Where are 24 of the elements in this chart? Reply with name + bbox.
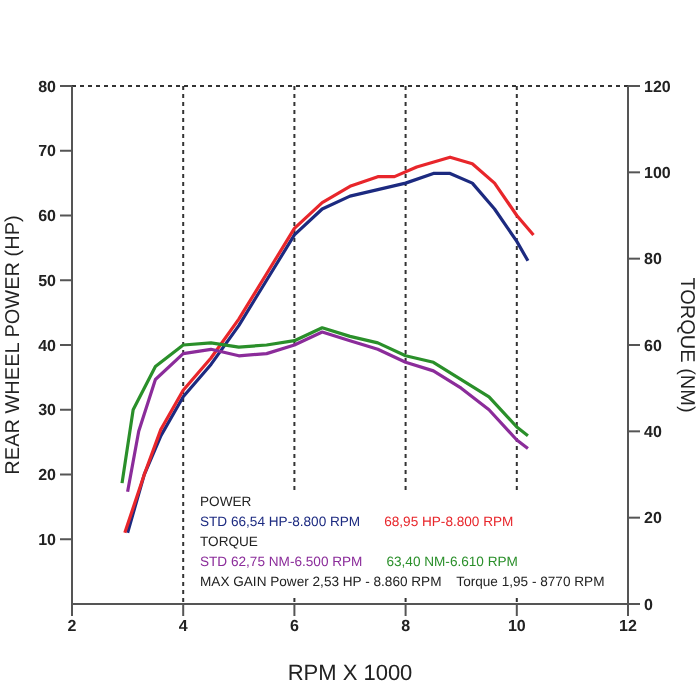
x-tick-label: 2 [67,617,78,636]
x-tick-label: 10 [507,617,527,636]
x-tick-label: 12 [619,617,638,636]
x-tick-label: 4 [178,617,189,636]
y2-tick-label: 60 [644,336,663,355]
y2-axis-title: TORQUE (NM) [674,277,697,413]
y-tick-label: 10 [38,530,58,549]
y-tick-label: 80 [38,77,58,96]
y2-tick-label: 100 [644,164,672,183]
y2-tick-label: 0 [644,595,654,614]
y-axis-title: REAR WHEEL POWER (HP) [3,215,26,475]
y-tick-label: 60 [38,207,58,226]
y-tick-label: 50 [38,271,58,290]
y-tick-label: 30 [38,401,58,420]
y2-tick-label: 20 [644,509,663,528]
y2-tick-label: 40 [644,423,663,442]
y-tick-label: 20 [38,466,58,485]
x-tick-label: 8 [401,617,412,636]
x-tick-label: 6 [289,617,300,636]
y-tick-label: 70 [38,142,58,161]
x-axis-title: RPM X 1000 [287,662,413,686]
y2-tick-label: 120 [644,77,672,96]
y-tick-label: 40 [38,336,58,355]
y2-tick-label: 80 [644,250,663,269]
